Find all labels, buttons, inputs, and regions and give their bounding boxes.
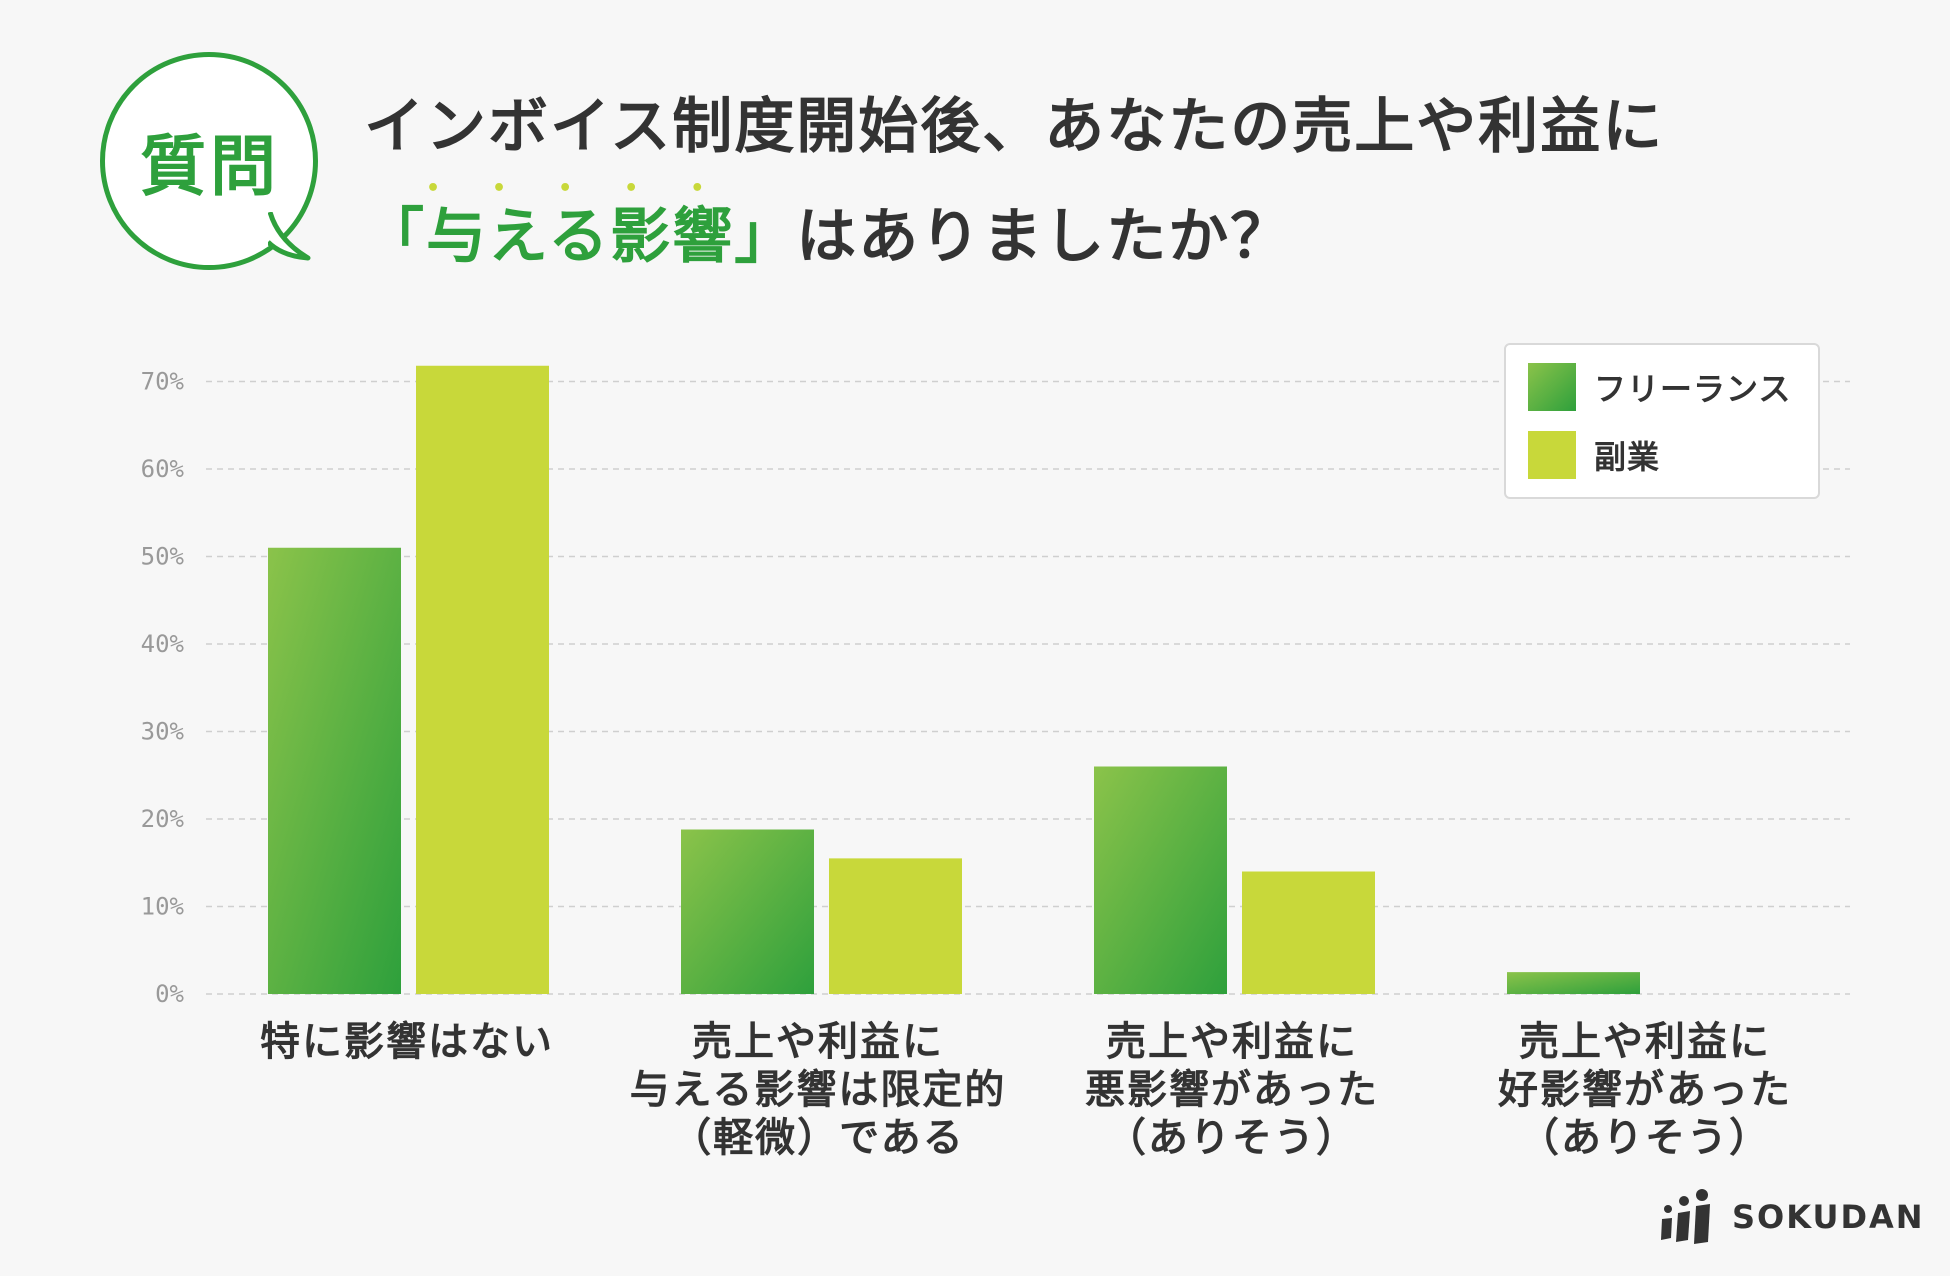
legend-swatch-side-job [1528,431,1576,479]
bar-side-job [829,858,962,994]
bar-freelance [1094,766,1227,994]
question-badge-label: 質問 [140,128,280,205]
y-tick-label: 60% [141,455,185,483]
emphasis-dots: ••••• [426,176,757,201]
y-tick-label: 30% [141,718,185,746]
x-category-label: 特に影響はない [260,1019,554,1065]
legend-item-side-job: 副業 [1528,431,1660,479]
y-tick-label: 70% [141,368,185,396]
x-category-label: 売上や利益に 与える影響は限定的 （軽微）である [629,1019,1007,1161]
bar-side-job [416,365,549,994]
y-tick-label: 40% [141,630,185,658]
bar-freelance [268,547,401,994]
y-tick-label: 50% [141,543,185,571]
bar-side-job [1242,871,1375,994]
bar-freelance [681,829,814,994]
title-rest: はありましたか？ [796,202,1293,272]
y-tick-labels: 0% 10% 20% 30% 40% 50% 60% 70% [141,368,185,1009]
chart-title-line1: インボイス制度開始後、あなたの売上や利益に [364,92,1665,162]
sokudan-logo-icon [1661,1189,1710,1244]
question-badge: 質問 [100,52,318,270]
chart-title-line2: 「••••• 与える影響」はありましたか？ [364,178,1293,275]
legend-swatch-freelance [1528,363,1576,411]
speech-tail-icon [268,212,311,261]
y-tick-label: 10% [141,893,185,921]
title-open-bracket: 「 [364,202,426,272]
x-category-label: 売上や利益に 悪影響があった （ありそう） [1085,1019,1379,1161]
title-accent-text: 与える影響 [426,202,735,272]
legend-label-side-job: 副業 [1594,438,1661,476]
bars [268,365,1640,994]
title-accent: 「••••• 与える影響」 [364,178,797,273]
y-tick-label: 20% [141,805,185,833]
y-tick-label: 0% [155,980,184,1008]
brand-logo: SOKUDAN [1656,1188,1925,1246]
legend-label-freelance: フリーランス [1594,370,1792,408]
bar-freelance [1507,972,1640,994]
logo-text: SOKUDAN [1732,1198,1925,1236]
legend: フリーランス 副業 [1504,343,1820,499]
legend-item-freelance: フリーランス [1528,363,1791,411]
title-close-bracket: 」 [734,202,797,272]
x-category-label: 売上や利益に 好影響があった （ありそう） [1498,1019,1792,1161]
